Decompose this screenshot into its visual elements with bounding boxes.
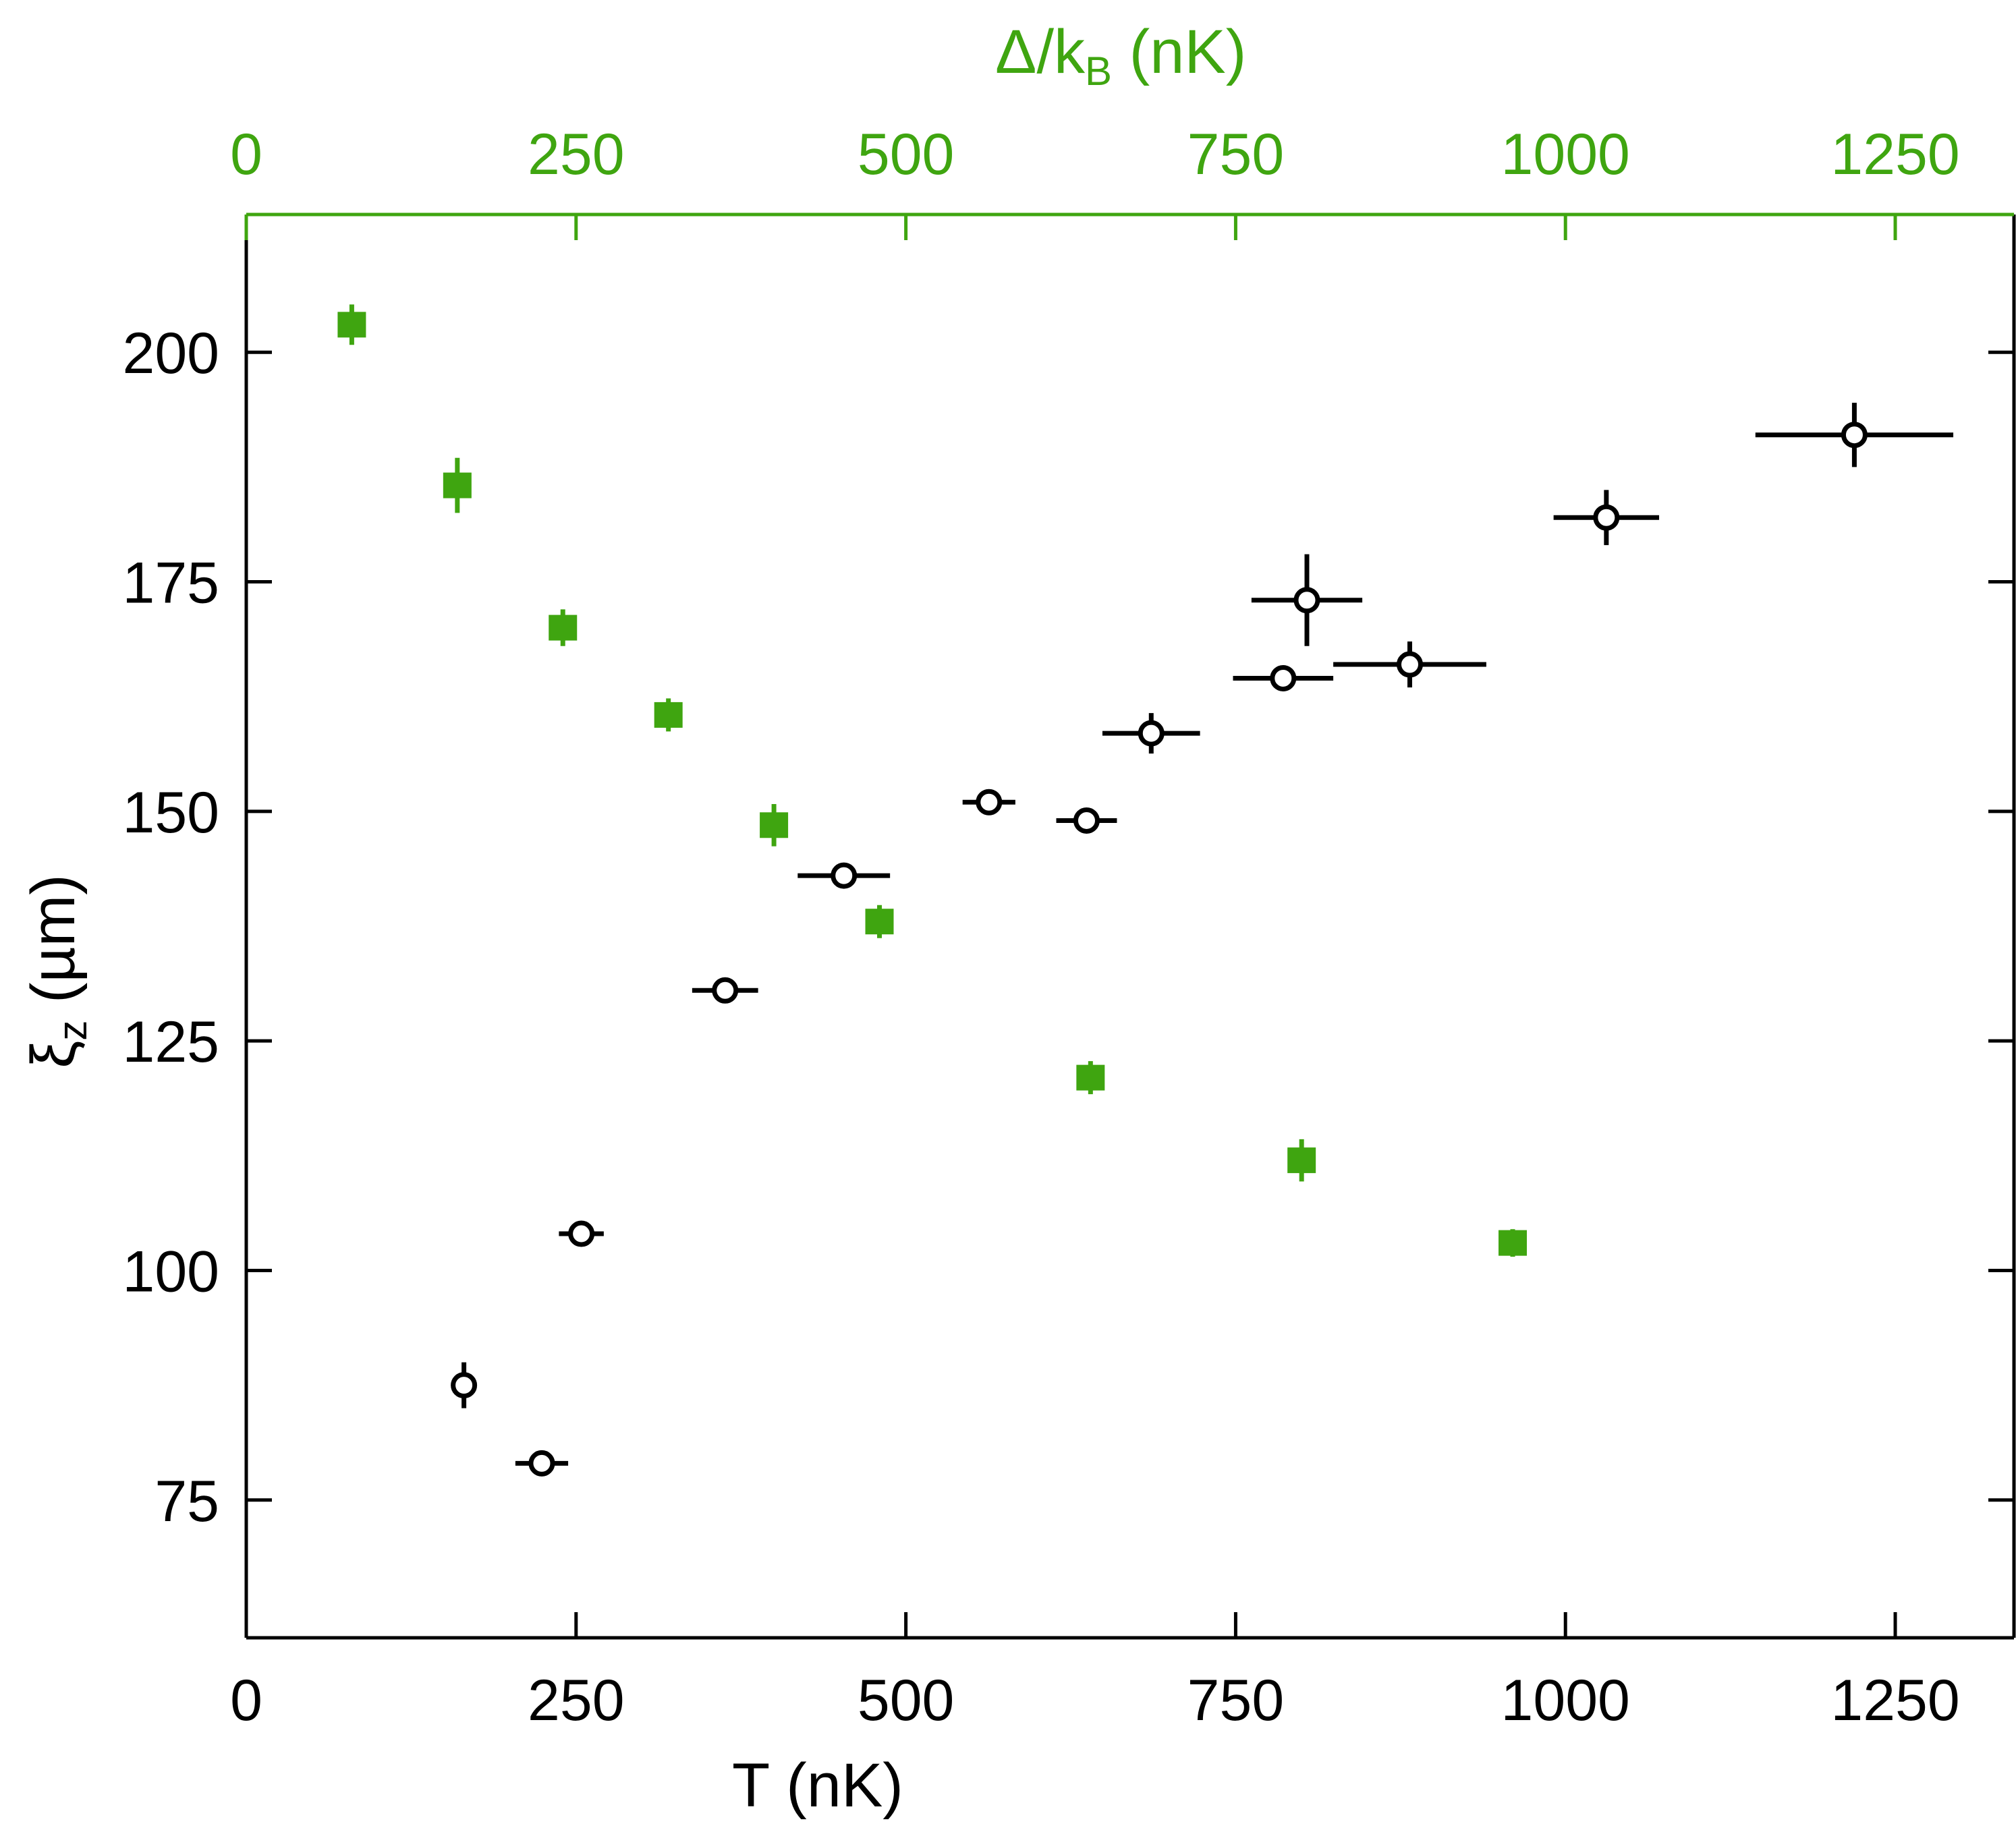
y-axis-label-subscript: z bbox=[50, 1021, 95, 1041]
x-tick-label: 500 bbox=[858, 1668, 955, 1733]
top-tick-label: 1000 bbox=[1501, 122, 1630, 187]
data-point-circle bbox=[1593, 504, 1620, 531]
data-point-square bbox=[1076, 1064, 1105, 1091]
data-series bbox=[337, 304, 1954, 1477]
x-tick-label: 0 bbox=[230, 1668, 262, 1733]
y-tick-label: 150 bbox=[123, 780, 220, 845]
x-tick-label: 1250 bbox=[1830, 1668, 1959, 1733]
data-point-circle bbox=[1270, 664, 1297, 691]
top-tick-label: 500 bbox=[858, 122, 955, 187]
data-point-circle bbox=[1138, 720, 1165, 747]
plot-frame bbox=[244, 212, 2016, 1640]
data-point-square bbox=[549, 615, 578, 641]
data-point-circle bbox=[1073, 807, 1100, 834]
top-axis-ticks: 0 250 500 750 1000 1250 bbox=[230, 122, 1960, 240]
y-tick-label: 125 bbox=[123, 1010, 220, 1075]
data-point-square bbox=[760, 812, 789, 838]
y-tick-label: 175 bbox=[123, 551, 220, 616]
data-point-circle bbox=[568, 1220, 595, 1247]
top-tick-label: 0 bbox=[230, 122, 262, 187]
y-tick-label: 100 bbox=[123, 1239, 220, 1304]
x-axis-ticks: 0 250 500 750 1000 1250 bbox=[230, 1612, 1960, 1733]
x-tick-label: 750 bbox=[1187, 1668, 1285, 1733]
x-tick-label: 1000 bbox=[1501, 1668, 1630, 1733]
y-axis-label: ξz (µm) bbox=[19, 874, 95, 1068]
top-axis-label: Δ/kB (nK) bbox=[995, 18, 1246, 94]
data-point-circle bbox=[712, 977, 739, 1004]
data-point-circle bbox=[976, 789, 1003, 816]
x-axis-label: T (nK) bbox=[732, 1751, 903, 1820]
y-tick-label: 200 bbox=[123, 321, 220, 386]
top-tick-label: 1250 bbox=[1830, 122, 1959, 187]
data-point-circle bbox=[1293, 587, 1320, 614]
series-gap bbox=[337, 304, 1528, 1257]
data-point-square bbox=[865, 909, 894, 935]
data-point-square bbox=[443, 472, 472, 498]
y-tick-label: 75 bbox=[155, 1469, 219, 1534]
x-tick-label: 250 bbox=[528, 1668, 625, 1733]
series-temperature bbox=[451, 403, 1954, 1477]
y-axis-label-symbol: ξ bbox=[19, 1041, 88, 1068]
data-point-square bbox=[1499, 1230, 1528, 1256]
top-tick-label: 250 bbox=[528, 122, 625, 187]
y-axis-ticks: 75 100 125 150 175 200 bbox=[123, 321, 2014, 1534]
top-tick-label: 750 bbox=[1187, 122, 1285, 187]
top-axis-label-subscript: B bbox=[1085, 49, 1112, 94]
top-axis-label-unit: (nK) bbox=[1112, 18, 1246, 86]
data-point-circle bbox=[1841, 422, 1868, 449]
data-point-circle bbox=[528, 1450, 555, 1477]
data-point-square bbox=[1287, 1147, 1316, 1174]
data-point-circle bbox=[1397, 651, 1424, 678]
y-axis-label-unit: (µm) bbox=[19, 874, 88, 1020]
data-point-square bbox=[654, 702, 683, 728]
data-point-circle bbox=[831, 862, 858, 889]
data-point-square bbox=[337, 312, 366, 338]
top-axis-label-main: Δ/k bbox=[995, 18, 1086, 86]
data-point-circle bbox=[451, 1372, 478, 1399]
